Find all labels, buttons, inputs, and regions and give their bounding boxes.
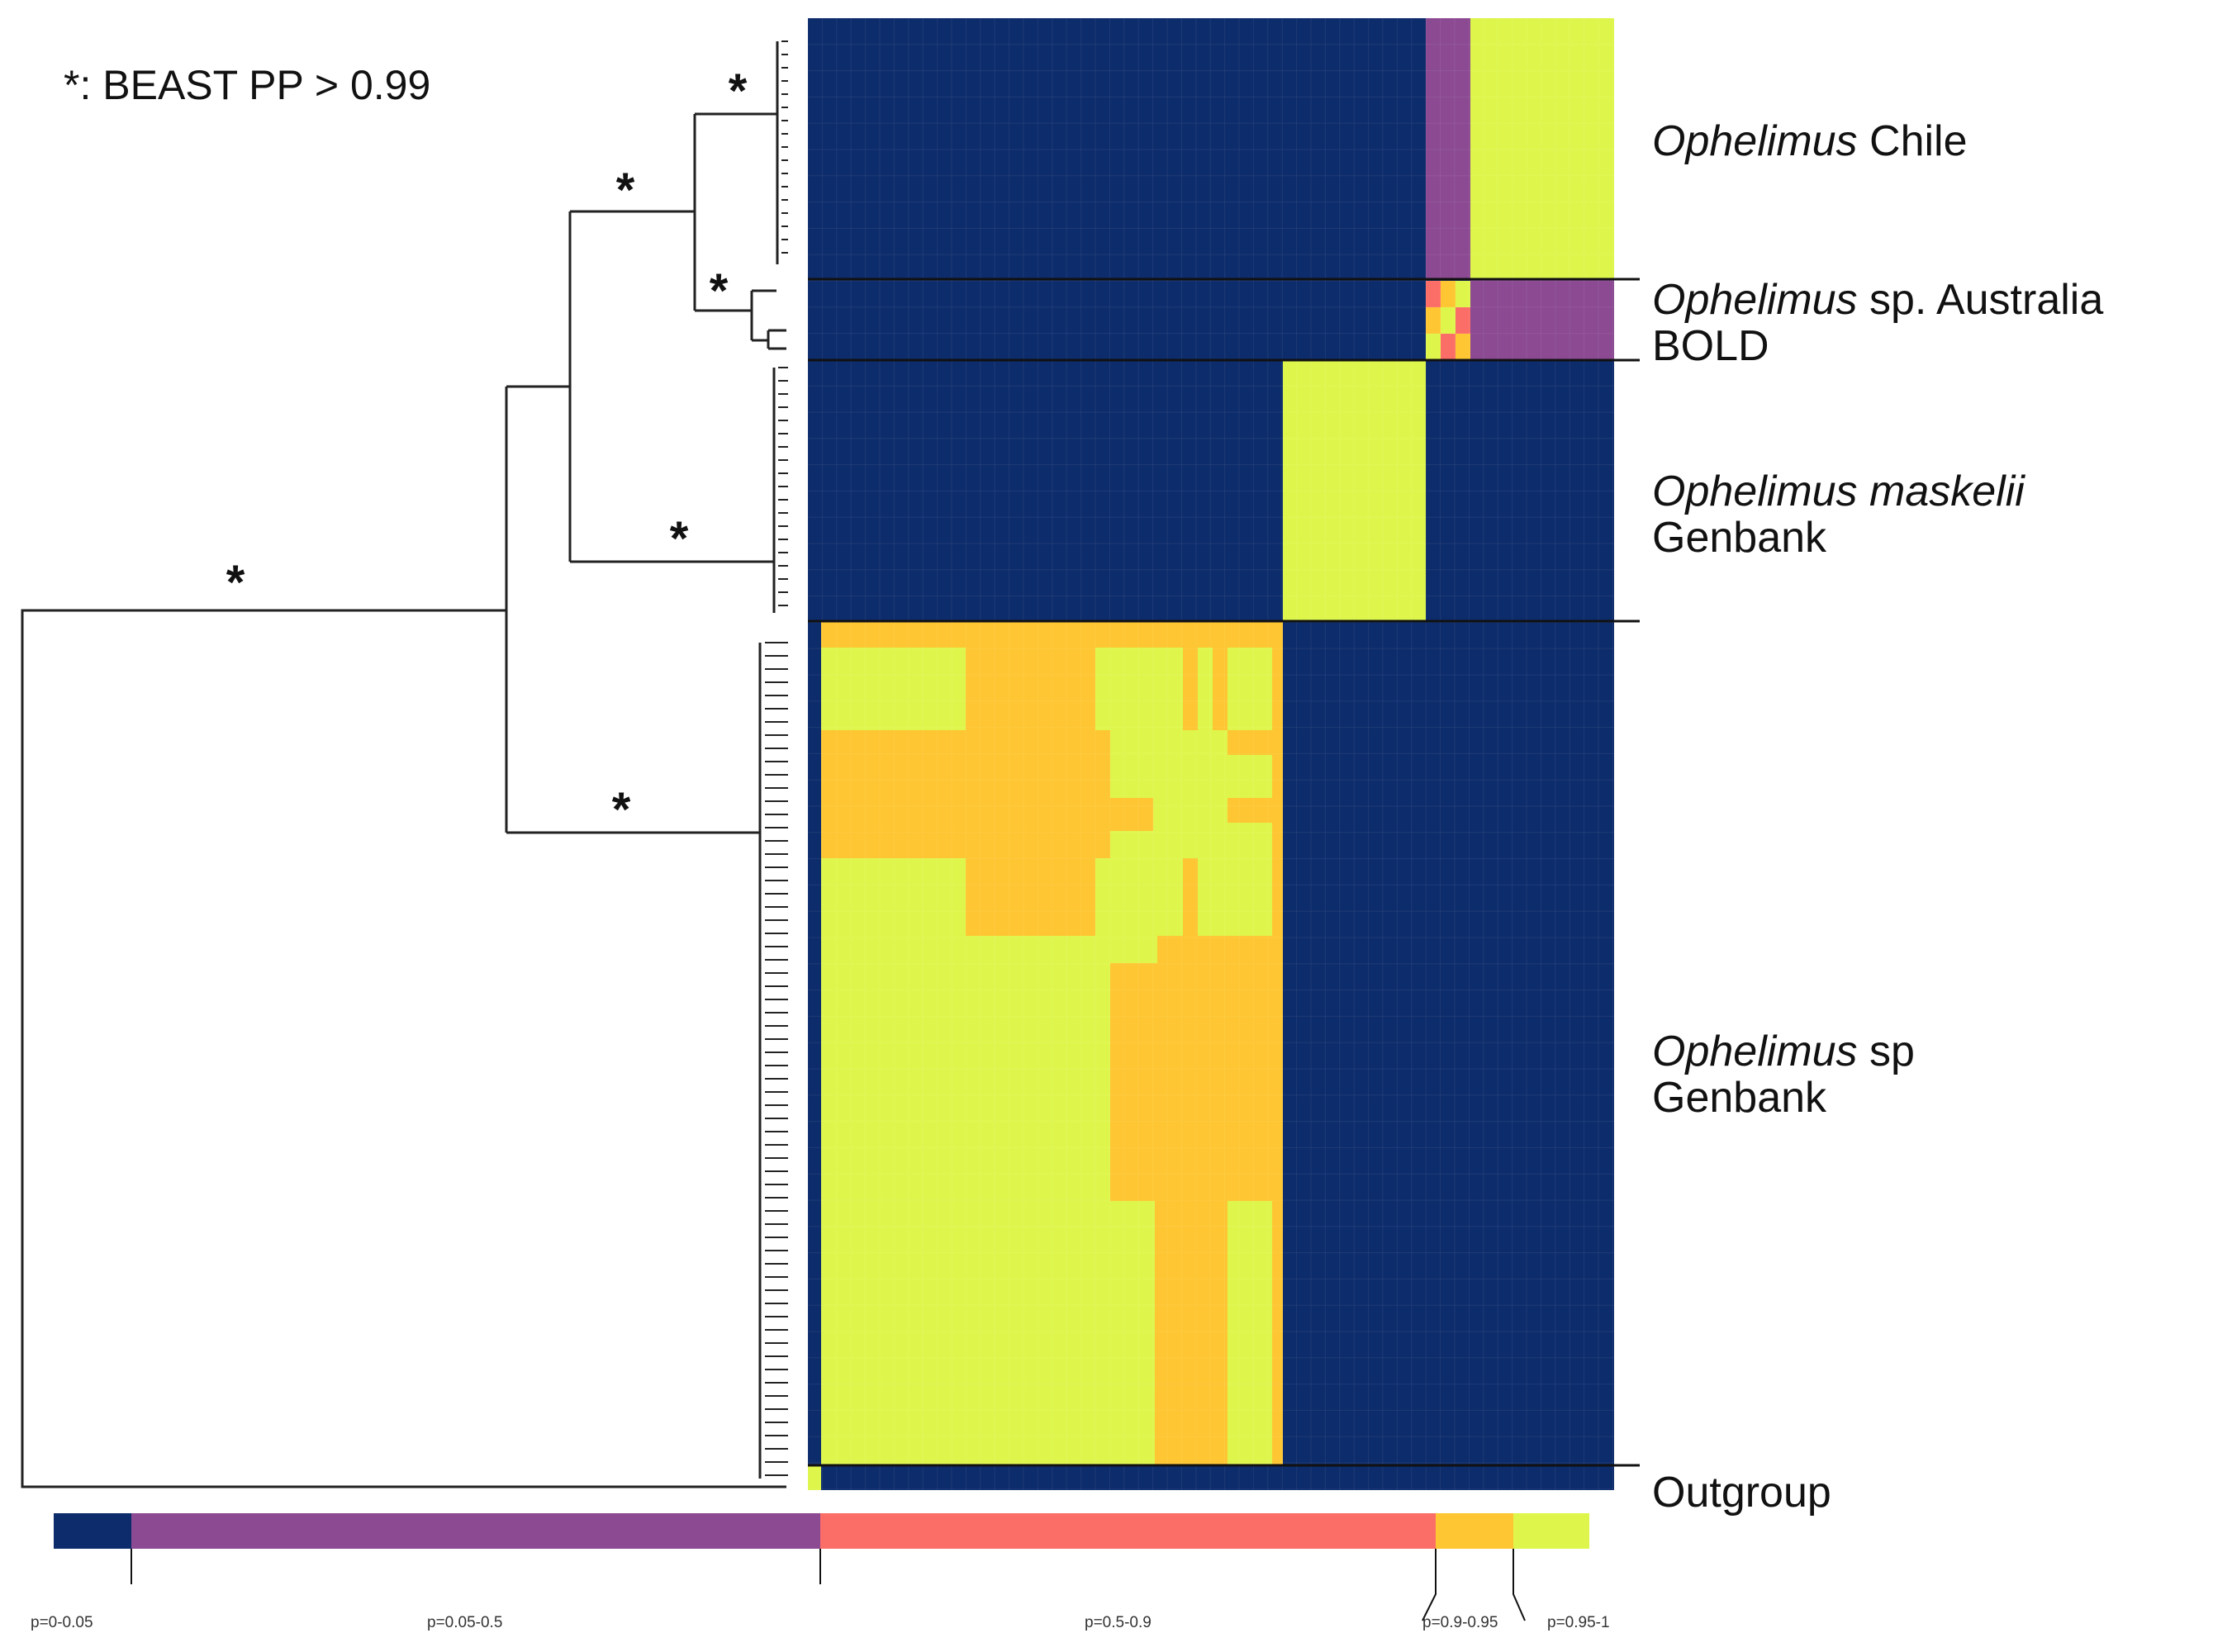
support-asterisk: * <box>710 264 729 318</box>
colorbar-tick <box>1422 1549 1437 1621</box>
phylogenetic-tree <box>21 41 786 1488</box>
group-separators <box>808 278 1640 1467</box>
colorbar-label-2: p=0.5-0.9 <box>1085 1614 1152 1631</box>
tree-leaf-ticks <box>765 40 788 1476</box>
label-ophelimus-sp-source: Genbank <box>1652 1074 1827 1122</box>
heatmap-cell-maskelii <box>1283 360 1426 621</box>
colorbar-label-3: p=0.9-0.95 <box>1422 1614 1498 1631</box>
heatmap-cell-ophelimus-sp-orange <box>966 730 1110 858</box>
heatmap-cell-ophelimus-sp-orange <box>821 621 1272 648</box>
heatmap-cell-ophelimus-sp-orange <box>1213 648 1228 730</box>
label-ophelimus-maskelii: Ophelimus maskelii <box>1652 468 2025 515</box>
tree-node-chile-australia <box>570 114 696 311</box>
support-asterisk: * <box>670 512 689 566</box>
heatmap-cell-outgroup <box>808 1465 821 1490</box>
tree-branch-outgroup <box>21 609 786 1488</box>
heatmap-cell-australia <box>1441 281 1456 307</box>
label-maskelii-source: Genbank <box>1652 514 1827 562</box>
heatmap-cell-ophelimus-sp-orange <box>1228 730 1272 755</box>
heatmap-cell-australia <box>1441 334 1456 360</box>
colorbar-segment-1 <box>131 1513 820 1549</box>
heatmap-cell-australia <box>1456 281 1470 307</box>
heatmap-cell-ophelimus-sp-orange <box>1110 963 1272 1201</box>
heatmap-cell-australia <box>1426 307 1441 334</box>
colorbar-label-1: p=0.05-0.5 <box>427 1614 502 1631</box>
label-outgroup: Outgroup <box>1652 1469 1831 1517</box>
support-asterisk: * <box>226 556 245 610</box>
heatmap-cell-ophelimus-sp-orange <box>1157 936 1272 963</box>
tree-branch-maskelii <box>570 368 776 613</box>
tree-branch-australia <box>695 289 786 350</box>
tree-node-upper <box>506 211 572 562</box>
tree-branch-chile <box>695 41 779 264</box>
heatmap-cell-australia <box>1456 307 1470 334</box>
coassignment-heatmap <box>808 18 1614 1490</box>
heatmap-cell-australia <box>1426 334 1441 360</box>
heatmap-cell-ophelimus-sp-orange <box>1228 798 1272 823</box>
colorbar-segment-0 <box>54 1513 131 1549</box>
heatmap-cell-chile-yellow <box>1470 18 1614 279</box>
heatmap-cell-ophelimus-sp-orange <box>1183 858 1198 938</box>
colorbar-segment-3 <box>1436 1513 1513 1549</box>
label-ophelimus-sp: Ophelimus sp <box>1652 1028 1915 1075</box>
colorbar-segment-4 <box>1513 1513 1589 1549</box>
label-australia-source: BOLD <box>1652 322 1769 370</box>
heatmap-cell-australia <box>1426 281 1441 307</box>
heatmap-cell-australia <box>1456 334 1470 360</box>
heatmap-grid <box>807 17 1614 1490</box>
heatmap-cell-ophelimus-sp-orange <box>821 730 966 858</box>
heatmap-cell-ophelimus-sp-orange <box>1272 621 1283 1465</box>
heatmap-cell-ophelimus-sp-orange <box>1183 648 1198 730</box>
heatmap-cell-australia <box>1441 307 1456 334</box>
colorbar-label-4: p=0.95-1 <box>1547 1614 1610 1631</box>
colorbar-tick <box>1513 1549 1526 1621</box>
support-asterisk: * <box>729 64 748 118</box>
heatmap-cell-chile-purple <box>1426 18 1470 279</box>
label-ophelimus-chile: Ophelimus Chile <box>1652 117 1968 165</box>
heatmap-cell-ophelimus-sp-orange <box>1110 798 1153 831</box>
support-asterisk: * <box>612 783 631 837</box>
heatmap-cell-ophelimus-sp-orange <box>1095 730 1110 858</box>
heatmap-cell-navy <box>808 621 821 1465</box>
tree-branch-ophelimus-sp <box>506 643 762 1479</box>
label-ophelimus-australia: Ophelimus sp. Australia <box>1652 276 2103 324</box>
support-asterisk: * <box>616 164 635 217</box>
heatmap-cell-ophelimus-sp-orange <box>1155 1201 1228 1465</box>
heatmap-cell-australia-purple <box>1470 279 1614 360</box>
colorbar-segment-2 <box>820 1513 1436 1549</box>
color-scale: p=0-0.05 p=0.05-0.5 p=0.5-0.9 p=0.9-0.95… <box>31 1513 1610 1631</box>
support-legend-note: *: BEAST PP > 0.99 <box>64 62 430 108</box>
colorbar-label-0: p=0-0.05 <box>31 1614 93 1631</box>
